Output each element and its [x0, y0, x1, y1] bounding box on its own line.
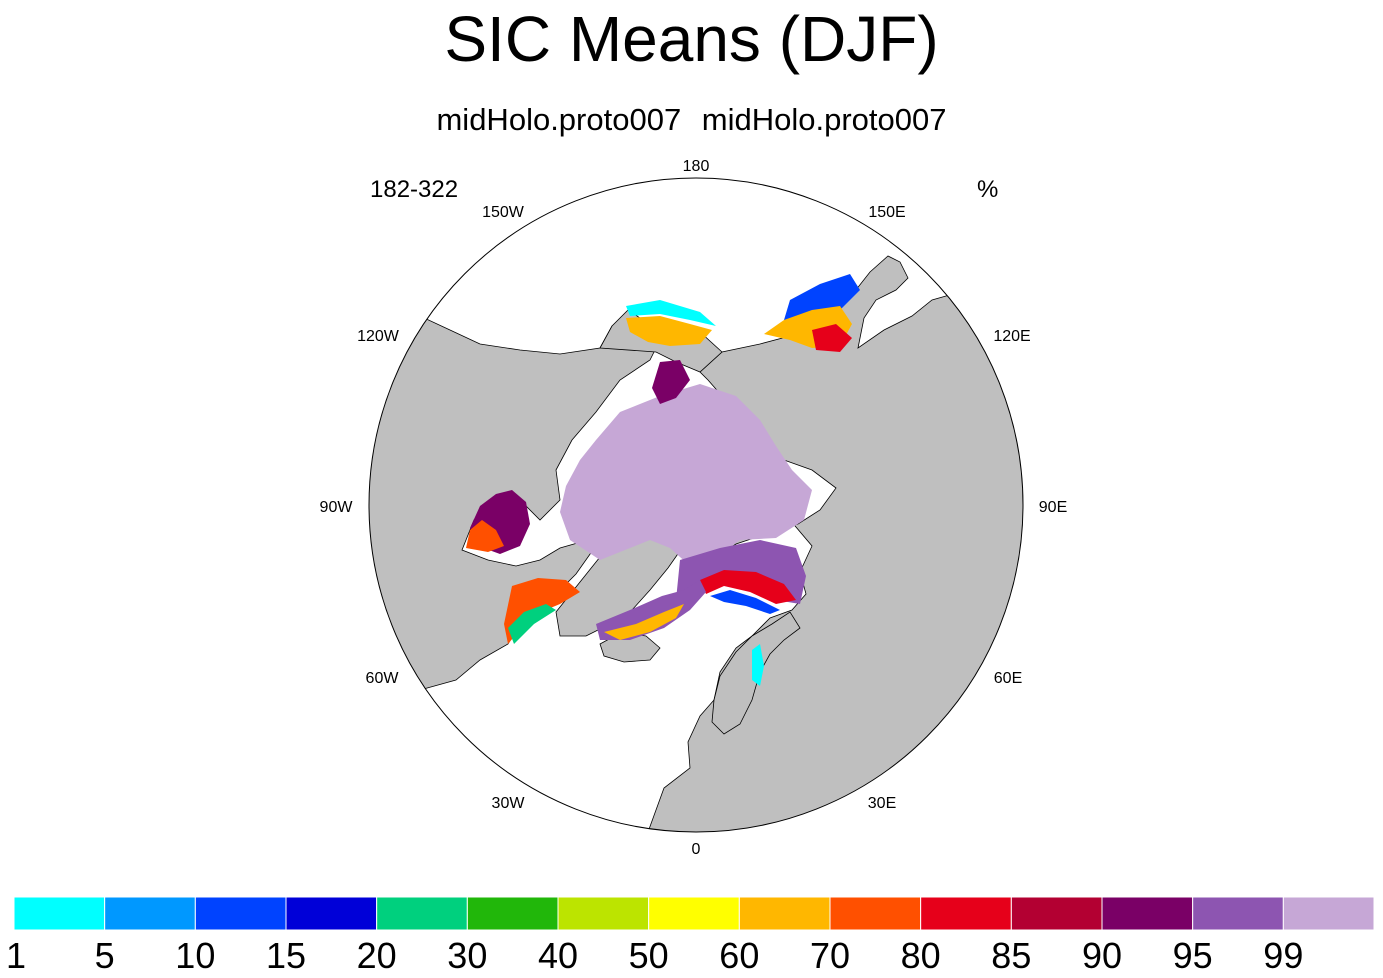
- lon-label-30w: 30W: [492, 795, 526, 812]
- colorbar-swatch: [13, 896, 106, 931]
- colorbar-swatch: [920, 896, 1012, 931]
- colorbar-label: 50: [628, 935, 669, 976]
- colorbar-swatch: [104, 896, 196, 931]
- colorbar-label: 60: [719, 935, 760, 976]
- sea-ice-bering-sea: [626, 316, 712, 346]
- lon-label-180: 180: [683, 158, 710, 175]
- lon-label-60w: 60W: [366, 670, 400, 687]
- colorbar-label: 99: [1263, 935, 1304, 976]
- colorbar-label: 95: [1172, 935, 1213, 976]
- colorbar-label: 85: [991, 935, 1032, 976]
- colorbar-swatch: [829, 896, 922, 931]
- colorbar-swatch: [1010, 896, 1103, 931]
- sea-ice-hudson-bay-edge: [466, 520, 504, 552]
- lon-label-120w: 120W: [357, 328, 400, 345]
- colorbar-label: 90: [1081, 935, 1123, 976]
- lon-label-150w: 150W: [482, 204, 525, 221]
- map-title: SIC Means (DJF): [444, 3, 939, 75]
- lon-label-30e: 30E: [868, 795, 896, 812]
- map-subtitle: midHolo.proto007 midHolo.proto007: [436, 102, 947, 137]
- lon-label-120e: 120E: [993, 328, 1030, 345]
- season-range-label: 182-322: [370, 176, 459, 203]
- sea-ice-99: [560, 384, 812, 566]
- colorbar: [13, 896, 1375, 931]
- colorbar-swatch: [1192, 896, 1284, 931]
- colorbar-swatch: [376, 896, 468, 931]
- colorbar-label: 15: [265, 935, 307, 976]
- units-label: %: [977, 176, 999, 203]
- colorbar-swatch: [1282, 896, 1375, 931]
- colorbar-swatch: [738, 896, 831, 931]
- colorbar-swatch: [194, 896, 287, 931]
- sea-ice-chukchi: [652, 360, 690, 404]
- colorbar-label: 5: [94, 935, 115, 976]
- sea-ice-okhotsk-core: [812, 324, 852, 352]
- sea-ice-barents-margin: [710, 590, 780, 614]
- lon-label-150e: 150E: [868, 204, 905, 221]
- colorbar-swatch: [648, 896, 740, 931]
- sea-ice-greenland-sea: [596, 580, 706, 640]
- colorbar-label: 40: [537, 935, 579, 976]
- colorbar-swatch: [557, 896, 650, 931]
- lon-label-90w: 90W: [320, 499, 354, 516]
- sea-ice-barents-band: [700, 570, 796, 604]
- colorbar-label: 10: [175, 935, 216, 976]
- lon-label-60e: 60E: [994, 670, 1022, 687]
- colorbar-label: 20: [356, 935, 397, 976]
- colorbar-swatch: [285, 896, 378, 931]
- sea-ice-greenland-margin: [604, 604, 684, 640]
- sea-ice-baltic: [752, 644, 764, 686]
- lon-label-90e: 90E: [1039, 499, 1067, 516]
- colorbar-swatch: [466, 896, 559, 931]
- colorbar-label: 70: [809, 935, 851, 976]
- map-contents: [369, 255, 1023, 832]
- sea-ice-bering-margin: [626, 300, 716, 326]
- map-boundary: [368, 177, 1024, 833]
- lon-label-0: 0: [692, 841, 701, 858]
- colorbar-swatch: [1101, 896, 1194, 931]
- colorbar-label: 1: [5, 935, 27, 976]
- colorbar-label: 80: [900, 935, 941, 976]
- sea-ice-labrador-margin: [508, 604, 556, 644]
- colorbar-label: 30: [447, 935, 488, 976]
- sea-ice-okhotsk: [784, 274, 860, 326]
